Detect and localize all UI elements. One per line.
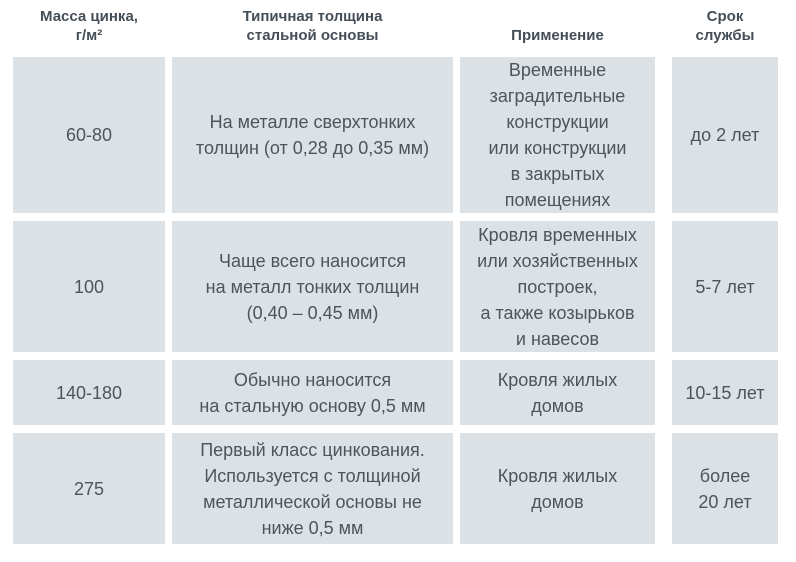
header-service-life: Срок службы — [695, 8, 755, 44]
table-row: 275 Первый класс цинкования. Используетс… — [13, 433, 778, 544]
table-row: 60-80 На металле сверхтонких толщин (от … — [13, 57, 778, 213]
header-steel-thickness: Типичная толщина стальной основы — [242, 8, 383, 44]
steel-thickness-cell: Чаще всего наносится на металл тонких то… — [172, 221, 453, 352]
zinc-mass-cell: 275 — [13, 433, 165, 544]
table-row: 140-180 Обычно наносится на стальную осн… — [13, 360, 778, 425]
service-life-cell: 10-15 лет — [672, 360, 778, 425]
zinc-mass-cell: 140-180 — [13, 360, 165, 425]
table-row: 100 Чаще всего наносится на металл тонки… — [13, 221, 778, 352]
zinc-coating-table: Масса цинка, г/м² Типичная толщина сталь… — [13, 0, 778, 544]
table-header-row: Масса цинка, г/м² Типичная толщина сталь… — [13, 0, 778, 57]
application-cell: Кровля жилых домов — [460, 433, 655, 544]
steel-thickness-cell: На металле сверхтонких толщин (от 0,28 д… — [172, 57, 453, 213]
application-cell: Временные заградительные конструкции или… — [460, 57, 655, 213]
steel-thickness-cell: Первый класс цинкования. Используется с … — [172, 433, 453, 544]
zinc-mass-cell: 100 — [13, 221, 165, 352]
header-application: Применение — [511, 27, 604, 44]
service-life-cell: 5-7 лет — [672, 221, 778, 352]
header-zinc-mass: Масса цинка, г/м² — [40, 8, 138, 44]
zinc-mass-cell: 60-80 — [13, 57, 165, 213]
application-cell: Кровля жилых домов — [460, 360, 655, 425]
steel-thickness-cell: Обычно наносится на стальную основу 0,5 … — [172, 360, 453, 425]
service-life-cell: более 20 лет — [672, 433, 778, 544]
table-body: 60-80 На металле сверхтонких толщин (от … — [13, 57, 778, 544]
application-cell: Кровля временных или хозяйственных постр… — [460, 221, 655, 352]
service-life-cell: до 2 лет — [672, 57, 778, 213]
